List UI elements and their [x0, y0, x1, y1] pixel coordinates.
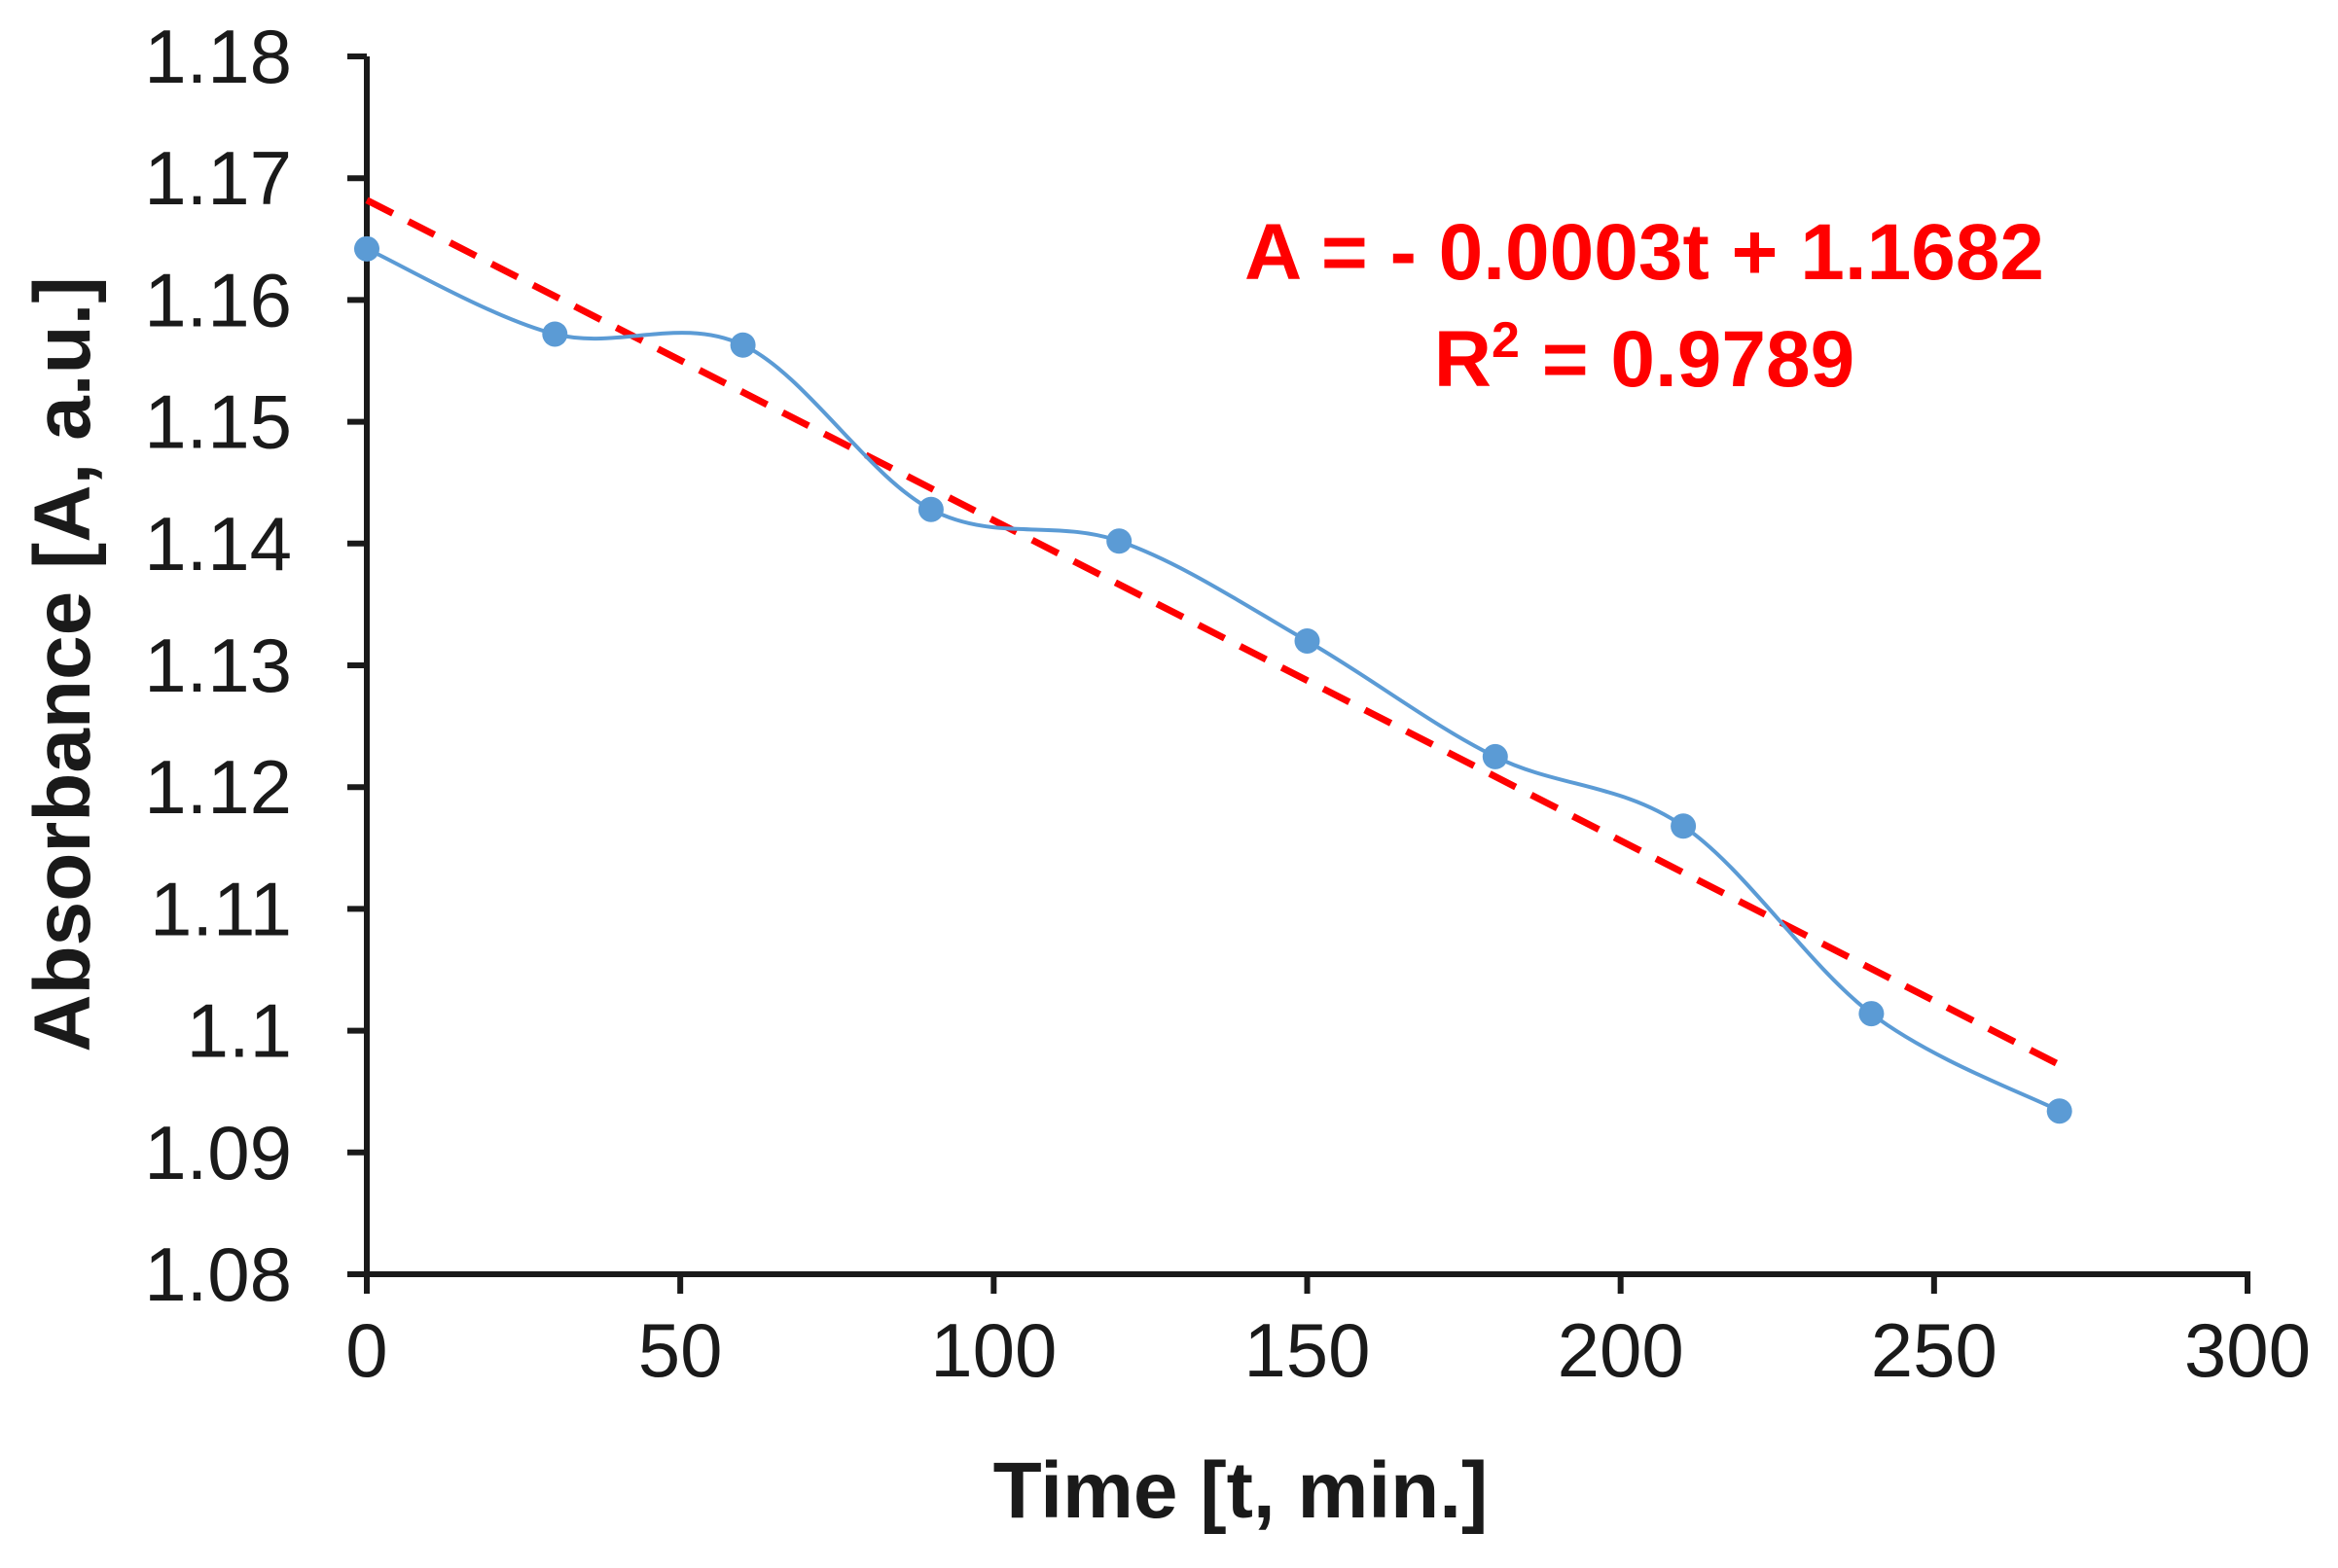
data-point: [2046, 1098, 2072, 1124]
y-tick-label: 1.12: [144, 744, 292, 830]
y-tick-label: 1.14: [144, 501, 292, 587]
trendline: [365, 196, 2062, 1068]
r-squared-superscript: 2: [1492, 312, 1520, 369]
data-point: [730, 332, 756, 358]
x-tick-label: 50: [638, 1307, 723, 1393]
y-axis-title: Absorbance [A, a.u.]: [18, 276, 107, 1051]
y-tick-label: 1.15: [144, 379, 292, 465]
x-tick-label: 250: [1871, 1307, 1997, 1393]
data-point: [542, 321, 568, 347]
r-squared-label: R2 = 0.9789: [1434, 312, 1854, 404]
y-tick-label: 1.1: [187, 988, 292, 1074]
x-axis-title: Time [t, min.]: [993, 1446, 1489, 1535]
r-squared-prefix: R: [1434, 315, 1492, 404]
x-tick-label: 300: [2184, 1307, 2311, 1393]
y-tick-label: 1.17: [144, 135, 292, 221]
y-tick-label: 1.13: [144, 623, 292, 708]
y-tick-label: 1.16: [144, 257, 292, 342]
x-tick-label: 150: [1243, 1307, 1370, 1393]
data-markers: [354, 235, 2072, 1124]
data-series: [366, 246, 2061, 1114]
data-point: [1858, 1001, 1885, 1027]
x-tick-label: 0: [345, 1307, 387, 1393]
trendline-line: [365, 196, 2062, 1068]
series-line: [366, 246, 2061, 1114]
data-point: [1106, 528, 1133, 554]
y-axis: 1.08 1.09 1.1 1.11 1.12 1.13 1.14 1.15 1.16 1.17 1…: [144, 14, 370, 1317]
x-tick-label: 200: [1558, 1307, 1684, 1393]
data-point: [917, 496, 944, 522]
x-tick-label: 100: [930, 1307, 1057, 1393]
y-tick-label: 1.09: [144, 1110, 292, 1195]
y-tick-label: 1.18: [144, 14, 292, 99]
x-axis: 0 50 100 150 200 250 300: [345, 1271, 2311, 1393]
data-point: [1671, 813, 1697, 839]
y-tick-label: 1.11: [150, 866, 292, 951]
y-tick-label: 1.08: [144, 1231, 292, 1317]
trendline-equation: A = - 0.0003t + 1.1682: [1244, 208, 2044, 297]
data-point: [1294, 627, 1320, 654]
data-point: [1482, 743, 1508, 769]
r-squared-value: = 0.9789: [1520, 315, 1854, 404]
data-point: [354, 235, 379, 262]
